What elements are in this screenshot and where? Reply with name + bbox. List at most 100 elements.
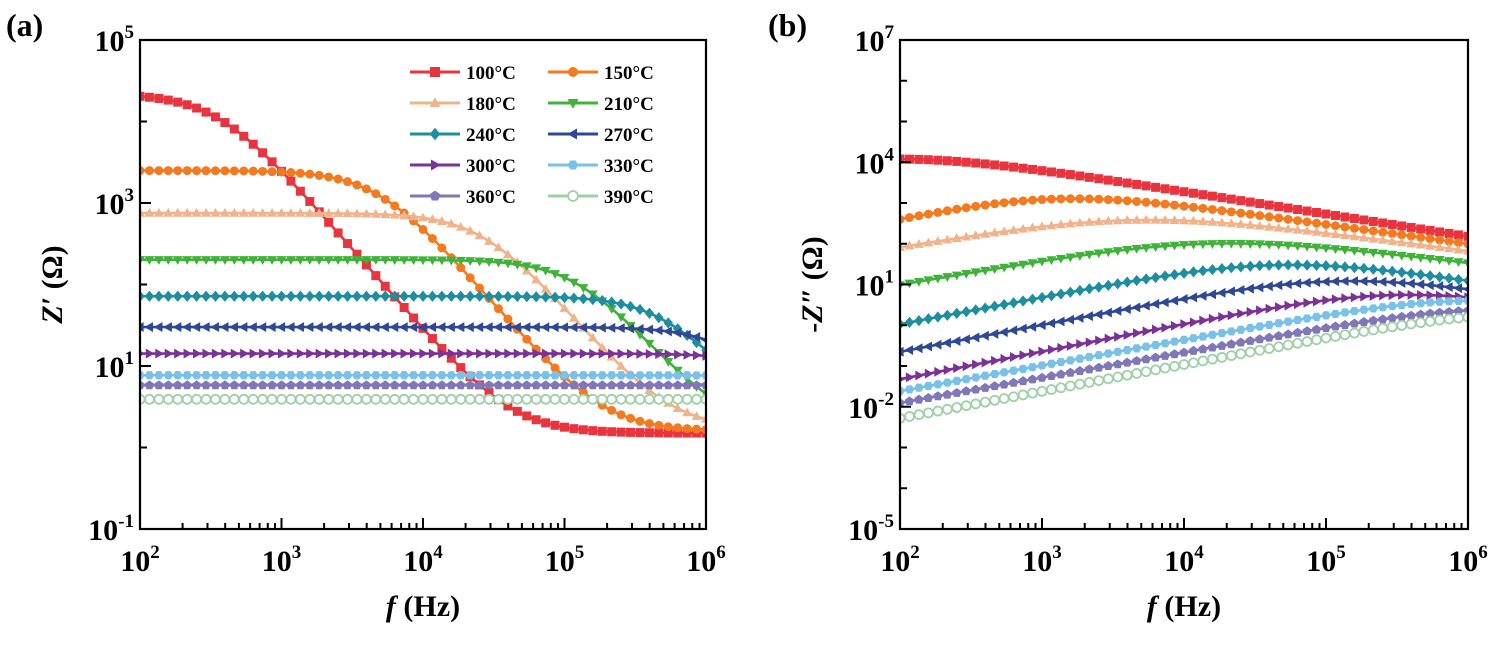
legend-item: 390°C [548,187,654,208]
data-point [1113,278,1123,290]
data-point [1415,317,1427,329]
data-point [144,380,155,390]
data-point [933,391,943,401]
data-point [313,393,325,405]
data-point [1075,194,1085,204]
data-point [1151,182,1161,192]
data-point [333,380,343,390]
legend-label: 240°C [466,125,516,146]
data-point [970,268,981,278]
data-point [932,236,943,245]
data-point [512,260,523,270]
data-point [1378,264,1388,276]
series-180°C [900,214,1468,255]
data-point [1453,312,1464,324]
data-point [286,176,296,186]
data-point [1311,259,1322,271]
data-point [1386,321,1398,333]
data-point [904,411,915,422]
data-point [1415,253,1426,263]
data-point [560,348,570,359]
data-point [476,348,485,359]
data-point [1283,317,1293,326]
data-point [578,293,589,305]
data-point [512,406,522,416]
data-point [635,416,645,426]
data-point [700,393,706,405]
data-point [1018,260,1029,270]
data-point [247,393,259,405]
data-point [183,348,193,359]
data-point [1245,260,1255,272]
data-point [913,343,923,354]
data-point [1235,285,1245,295]
data-point [1387,219,1397,229]
data-point [1017,323,1027,334]
data-point [465,273,475,283]
data-point [1396,277,1406,288]
data-point [588,426,598,436]
data-point [389,380,400,390]
data-point [1377,234,1388,244]
data-point [559,273,570,283]
data-point [663,428,673,438]
data-point [436,322,446,333]
data-point [1359,225,1369,235]
data-point [333,371,343,380]
data-point [200,322,210,333]
data-point [456,380,466,390]
data-point [163,380,174,390]
data-point [1406,238,1417,248]
data-point [587,322,597,333]
data-point [597,342,608,352]
data-point [249,348,259,359]
data-point [257,207,268,217]
data-point [1434,281,1444,292]
data-point [286,371,296,380]
data-point [971,201,981,211]
data-point [229,380,240,390]
data-point [1046,220,1057,230]
data-point [1226,339,1237,349]
x-tick-label: 105 [1306,542,1346,578]
data-point [257,256,268,265]
data-point [568,313,579,322]
data-point [276,371,287,380]
data-point [294,393,306,405]
data-point [153,207,164,217]
data-point [267,207,278,217]
data-point [635,371,645,380]
data-point [455,256,466,266]
data-point [372,348,382,359]
data-point [1216,217,1227,227]
data-point [1321,260,1331,272]
data-point [1406,310,1416,320]
data-point [900,398,905,407]
data-point [1273,341,1285,353]
data-point [493,290,504,303]
data-point [381,348,391,359]
data-point [644,393,655,405]
data-point [163,371,174,380]
data-point [682,380,692,390]
data-point [900,318,905,330]
data-point [1378,227,1388,237]
data-point [673,423,683,433]
data-point [427,393,438,405]
data-point [905,372,915,383]
data-point [238,393,250,405]
data-point [951,402,963,413]
y-tick-label: 101 [95,348,135,384]
data-point [1434,314,1445,326]
data-point [1311,243,1322,253]
data-point [1151,198,1161,208]
data-point [1322,295,1332,306]
data-point [1018,196,1028,206]
data-point [960,400,972,412]
data-point [998,327,1008,338]
legend: 100°C 150°C 180°C 210°C 240°C 270°C 300°C 330°C… [410,63,654,208]
data-point [999,368,1009,377]
data-point [942,234,953,244]
data-point [437,371,447,380]
data-point [999,298,1009,311]
